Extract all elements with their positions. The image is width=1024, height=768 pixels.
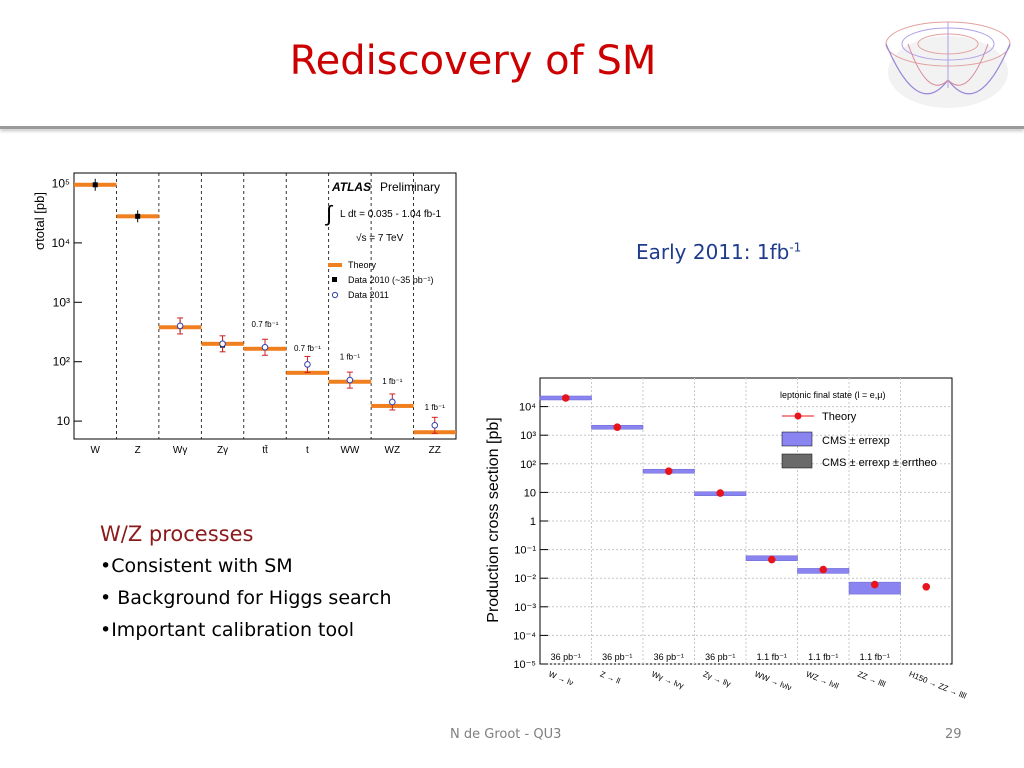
x-category-label: t xyxy=(306,445,309,455)
y-tick-label: 10³ xyxy=(520,430,536,442)
mexican-hat-potential-logo xyxy=(885,21,1011,108)
lumi-annotation: L dt = 0.035 - 1.04 fb-1 xyxy=(340,209,442,220)
legend-label: CMS ± errexp xyxy=(822,435,890,447)
bullet-list: W/Z processes •Consistent with SM • Back… xyxy=(100,518,392,646)
lumi-label: 1.1 fb⁻¹ xyxy=(808,652,838,662)
lumi-label: 1 fb⁻¹ xyxy=(425,403,446,412)
lumi-label: 0.7 fb⁻¹ xyxy=(294,344,321,353)
y-tick-label: 10 xyxy=(57,414,71,428)
x-category-label: WW → lνlν xyxy=(753,670,793,693)
early-label-text: Early 2011: 1fb xyxy=(636,240,790,264)
x-category-label: W → lν xyxy=(547,670,574,688)
lumi-label: 0.7 fb⁻¹ xyxy=(252,320,279,329)
data2011-point xyxy=(176,322,184,330)
theory-point xyxy=(922,583,931,591)
x-category-label: Z → ll xyxy=(599,670,622,686)
data2010-point xyxy=(92,182,98,188)
data2011-point xyxy=(304,361,311,368)
bullet-item: •Consistent with SM xyxy=(100,555,293,577)
y-tick-label: 10⁻⁵ xyxy=(513,659,536,671)
theory-point xyxy=(561,394,570,402)
y-tick-label: 10⁻⁴ xyxy=(513,630,536,642)
x-category-label: Wγ → lνγ xyxy=(650,670,685,691)
theory-point xyxy=(870,580,879,589)
footer-page-number: 29 xyxy=(945,727,962,742)
x-category-label: Wγ xyxy=(173,445,187,455)
y-tick-label: 10⁴ xyxy=(519,402,536,414)
early-2011-label: Early 2011: 1fb-1 xyxy=(636,240,801,264)
legend-theory-marker xyxy=(794,412,802,420)
data2011-point xyxy=(346,376,354,384)
cms-cross-section-chart: 10⁻⁵ 10⁻⁴ 10⁻³ 10⁻² 10⁻¹ 1 10 10² 10³ 10⁴ Producti… xyxy=(485,377,968,701)
x-category-label: WZ → lνll xyxy=(805,670,840,691)
legend-theory-swatch xyxy=(328,263,342,267)
theory-point xyxy=(767,555,776,564)
energy-annotation: √s = 7 TeV xyxy=(356,232,404,244)
legend-cms-exp-swatch xyxy=(781,431,813,447)
x-category-label: ZZ → llll xyxy=(856,670,887,689)
lumi-label: 1 fb⁻¹ xyxy=(340,353,361,362)
slide-title: Rediscovery of SM xyxy=(289,38,657,84)
legend-data2011-swatch xyxy=(331,291,339,299)
x-category-label: Zγ → llγ xyxy=(702,670,732,689)
y-tick-label: 10⁵ xyxy=(52,176,70,190)
data2011-point xyxy=(219,340,226,348)
title-divider xyxy=(0,126,1024,129)
data2010-point xyxy=(135,213,141,219)
y-tick-label: 10⁴ xyxy=(51,236,70,250)
theory-point xyxy=(613,423,622,432)
theory-point xyxy=(819,565,828,574)
bullet-item: • Background for Higgs search xyxy=(100,587,392,609)
lumi-label: 1 fb⁻¹ xyxy=(382,377,403,386)
x-category-label: H150 → ZZ → llll xyxy=(908,670,968,701)
integral-sign: ∫ xyxy=(324,201,334,226)
y-tick-label: 1 xyxy=(530,516,536,528)
legend-label: Theory xyxy=(348,260,377,270)
lumi-label: 1.1 fb⁻¹ xyxy=(860,652,890,662)
x-category-label: Zγ xyxy=(217,445,228,455)
legend-data2010-swatch xyxy=(332,277,337,282)
y-tick-label: 10 xyxy=(524,487,536,499)
lumi-label: 1.1 fb⁻¹ xyxy=(757,652,787,662)
bullet-item: •Important calibration tool xyxy=(100,619,355,641)
lumi-label: 36 pb⁻¹ xyxy=(602,652,632,662)
lumi-label: 36 pb⁻¹ xyxy=(654,652,684,662)
legend-label: CMS ± errexp ± errtheo xyxy=(822,457,937,469)
data2011-point xyxy=(389,398,396,406)
y-tick-label: 10² xyxy=(53,355,70,369)
y-tick-label: 10⁻³ xyxy=(514,602,536,614)
legend-label: Data 2010 (~35 pb⁻¹) xyxy=(348,275,434,285)
lumi-label: 36 pb⁻¹ xyxy=(551,652,581,662)
x-category-label: ZZ xyxy=(429,445,441,455)
atlas-subtitle: Preliminary xyxy=(380,180,440,194)
x-category-label: WW xyxy=(340,445,359,455)
atlas-title: ATLAS xyxy=(331,180,371,194)
chart-title: leptonic final state (l = e,μ) xyxy=(780,390,886,400)
y-axis-label: σtotal [pb] xyxy=(32,192,47,250)
plot-frame xyxy=(73,172,457,440)
y-tick-label: 10⁻¹ xyxy=(514,545,536,557)
y-tick-label: 10⁻² xyxy=(514,573,536,585)
x-category-label: W xyxy=(90,445,100,455)
theory-point xyxy=(716,489,725,497)
bullets-heading: W/Z processes xyxy=(100,522,254,546)
x-category-label: tt̄ xyxy=(262,444,268,455)
early-label-sup: -1 xyxy=(789,240,802,255)
y-tick-label: 10³ xyxy=(53,295,70,309)
data2011-point xyxy=(431,422,439,429)
y-tick-label: 10² xyxy=(520,459,536,471)
data2011-point xyxy=(261,343,269,351)
x-category-label: WZ xyxy=(385,445,401,455)
legend-cms-theo-swatch xyxy=(781,453,813,469)
legend-label: Theory xyxy=(822,411,857,423)
x-category-label: Z xyxy=(135,445,141,455)
footer-author: N de Groot - QU3 xyxy=(450,727,562,742)
y-axis-label: Production cross section [pb] xyxy=(485,417,502,622)
lumi-label: 36 pb⁻¹ xyxy=(705,652,735,662)
theory-point xyxy=(664,467,673,476)
legend-label: Data 2011 xyxy=(348,290,389,300)
